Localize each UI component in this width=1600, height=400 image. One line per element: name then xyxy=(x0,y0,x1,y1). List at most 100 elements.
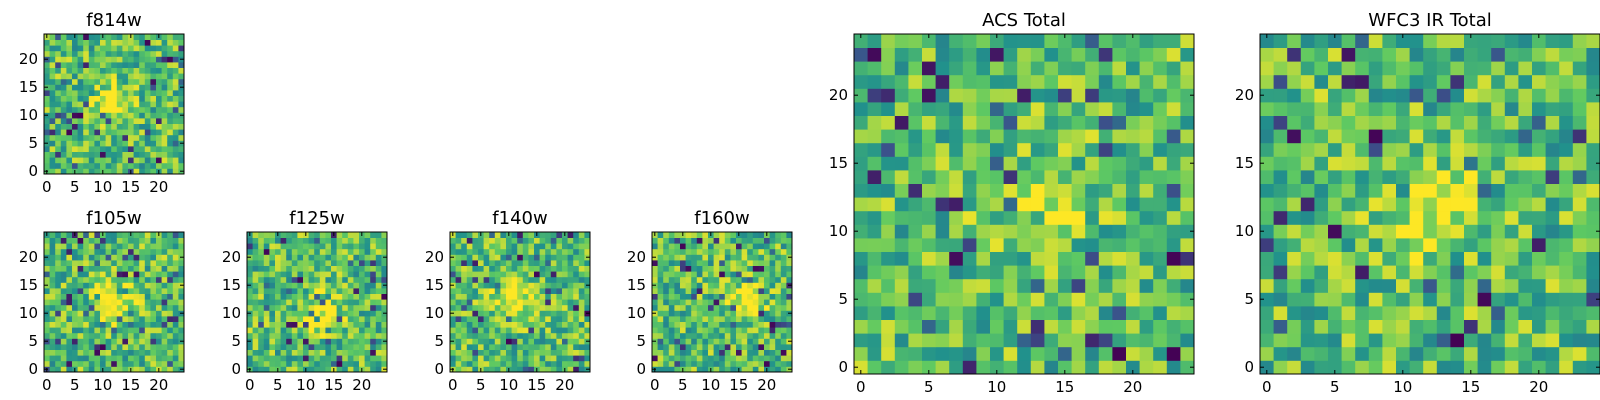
heatmap-cell xyxy=(1287,74,1302,89)
heatmap-cell xyxy=(578,271,585,278)
heatmap-cell xyxy=(133,78,140,85)
heatmap-cell xyxy=(935,34,950,48)
heatmap-cell xyxy=(1368,61,1383,76)
heatmap-cell xyxy=(1572,346,1587,361)
heatmap-cell xyxy=(922,360,936,375)
heatmap-cell xyxy=(1071,306,1086,320)
heatmap-cell xyxy=(685,360,692,367)
heatmap-cell xyxy=(336,344,343,350)
heatmap-cell xyxy=(534,243,540,250)
heatmap-cell xyxy=(66,360,73,367)
heatmap-cell xyxy=(105,168,112,175)
heatmap-cell xyxy=(466,243,473,250)
heatmap-cell xyxy=(77,67,84,74)
heatmap-cell xyxy=(94,101,101,108)
heatmap-cell xyxy=(1314,102,1329,116)
heatmap-cell xyxy=(935,156,950,171)
heatmap-cell xyxy=(1098,129,1113,144)
heatmap-cell xyxy=(652,271,658,278)
heatmap-cell xyxy=(663,332,670,339)
heatmap-cell xyxy=(72,360,78,367)
heatmap-cell xyxy=(77,168,84,175)
heatmap-cell xyxy=(353,254,360,261)
heatmap-cell xyxy=(1044,47,1059,62)
heatmap-cell xyxy=(88,366,95,373)
heatmap-cell xyxy=(144,276,151,283)
heatmap-cell xyxy=(291,344,298,350)
heatmap-cell xyxy=(55,45,62,52)
heatmap-cell xyxy=(534,248,540,255)
heatmap-cell xyxy=(702,327,709,334)
heatmap-cell xyxy=(539,276,546,283)
heatmap-cell xyxy=(275,248,281,255)
heatmap-cell xyxy=(150,293,157,300)
heatmap-cell xyxy=(483,360,490,367)
heatmap-cell xyxy=(133,95,140,102)
heatmap-cell xyxy=(466,282,473,289)
heatmap-cell xyxy=(347,355,354,362)
heatmap-cell xyxy=(258,338,265,345)
heatmap-cell xyxy=(331,282,337,289)
heatmap-cell xyxy=(511,344,518,350)
heatmap-cell xyxy=(1058,224,1072,239)
heatmap-cell xyxy=(49,293,56,300)
heatmap-cell xyxy=(894,102,909,116)
heatmap-cell xyxy=(72,146,78,152)
heatmap-cell xyxy=(1477,210,1492,225)
heatmap-cell xyxy=(764,299,770,306)
heatmap-cell xyxy=(314,254,321,261)
heatmap-cell xyxy=(894,47,909,62)
heatmap-cell xyxy=(483,254,490,261)
heatmap-cell xyxy=(286,288,293,294)
y-tick-label: 15 xyxy=(829,154,848,172)
heatmap-cell xyxy=(573,344,580,350)
heatmap-cell xyxy=(353,248,360,255)
heatmap-cell xyxy=(72,62,78,68)
axes-frame xyxy=(449,231,591,373)
heatmap-cell xyxy=(77,106,84,113)
heatmap-cell xyxy=(94,271,101,278)
heatmap-cell xyxy=(66,248,73,255)
heatmap-cell xyxy=(976,129,991,144)
heatmap-cell xyxy=(247,260,253,266)
heatmap-cell xyxy=(500,344,507,350)
heatmap-cell xyxy=(111,265,118,272)
heatmap-cell xyxy=(685,344,692,350)
heatmap-cell xyxy=(156,260,162,266)
heatmap-cell xyxy=(752,276,759,283)
heatmap-cell xyxy=(1341,306,1356,320)
heatmap-cell xyxy=(122,338,129,345)
heatmap-cell xyxy=(55,118,62,124)
heatmap-cell xyxy=(685,254,692,261)
heatmap-cell xyxy=(319,293,326,300)
heatmap-cell xyxy=(44,316,50,322)
heatmap-cell xyxy=(663,304,670,311)
heatmap-cell xyxy=(83,310,90,317)
heatmap-cell xyxy=(150,304,157,311)
heatmap-cell xyxy=(528,248,535,255)
heatmap-cell xyxy=(161,67,168,74)
heatmap-cell xyxy=(60,282,67,289)
heatmap-cell xyxy=(280,271,287,278)
heatmap-cell xyxy=(1112,360,1127,375)
heatmap-cell xyxy=(724,327,731,334)
heatmap-cell xyxy=(88,157,95,164)
heatmap-cell xyxy=(100,237,106,244)
heatmap-cell xyxy=(88,112,95,119)
heatmap-cell xyxy=(342,288,349,294)
heatmap-cell xyxy=(150,62,157,68)
heatmap-cell xyxy=(1166,197,1181,212)
heatmap-cell xyxy=(247,304,253,311)
heatmap-cell xyxy=(297,304,304,311)
heatmap-cell xyxy=(1423,333,1438,348)
heatmap-cell xyxy=(252,338,259,345)
heatmap-cell xyxy=(1368,319,1383,334)
heatmap-cell xyxy=(291,260,298,266)
heatmap-cell xyxy=(1545,74,1560,89)
heatmap-cell xyxy=(49,366,56,373)
heatmap-cell xyxy=(489,332,496,339)
heatmap-cell xyxy=(303,338,309,345)
heatmap-cell xyxy=(258,293,265,300)
heatmap-cell xyxy=(161,304,168,311)
heatmap-cell xyxy=(178,162,185,169)
